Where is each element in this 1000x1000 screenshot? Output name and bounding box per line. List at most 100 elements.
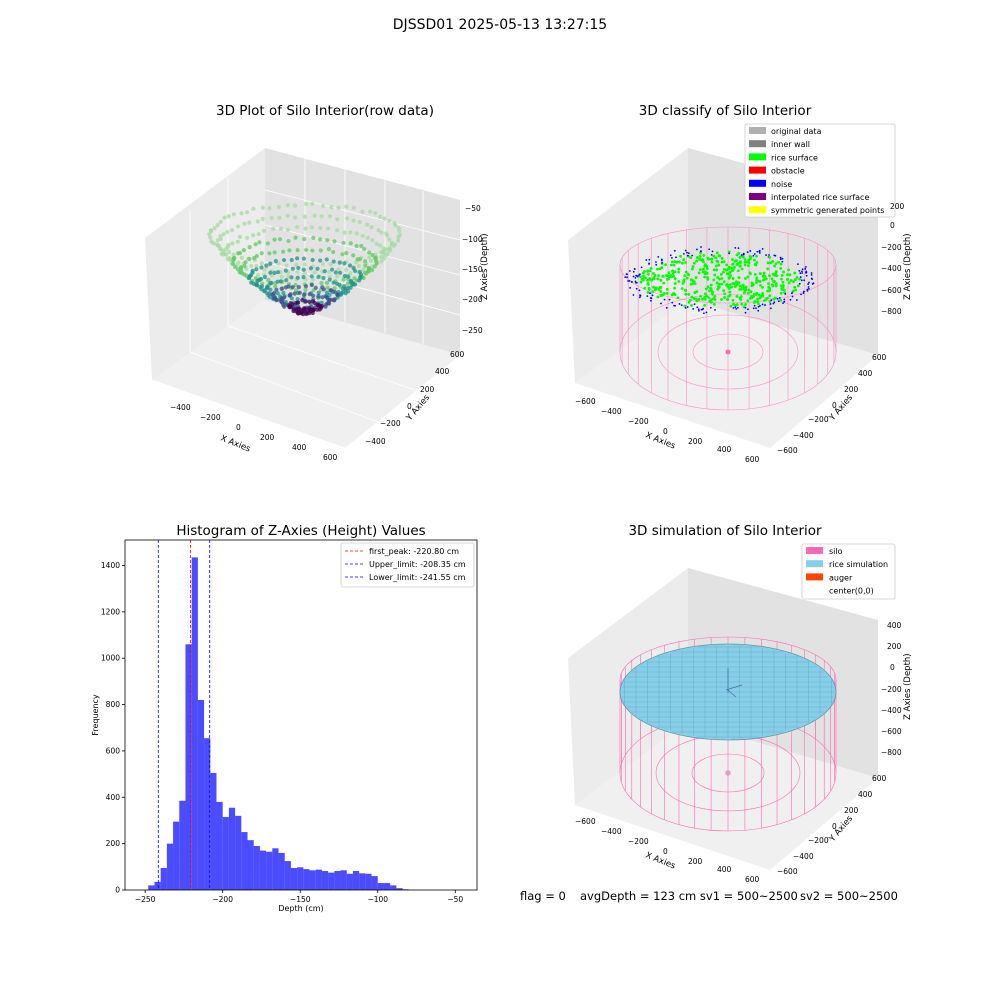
raw-point xyxy=(317,303,323,308)
classify-point xyxy=(794,278,797,281)
raw-point xyxy=(256,231,261,237)
classify-point xyxy=(628,280,631,282)
histogram-bar xyxy=(204,738,211,890)
classify-point xyxy=(747,264,750,267)
raw-point xyxy=(351,218,356,223)
classify-point xyxy=(710,260,714,264)
raw-point xyxy=(327,297,332,303)
classify-ytick: −400 xyxy=(793,431,814,440)
histogram-bar xyxy=(222,816,229,890)
classify-point xyxy=(727,265,731,269)
classify-point xyxy=(761,292,765,295)
raw-point xyxy=(222,215,227,220)
classify-point xyxy=(728,290,732,294)
classify-point xyxy=(635,281,638,284)
raw-point xyxy=(273,284,278,289)
raw-point xyxy=(372,264,377,269)
classify-point xyxy=(718,277,721,281)
classify-point xyxy=(646,272,650,276)
classify-point xyxy=(685,276,689,280)
histogram-bar xyxy=(297,867,304,890)
classify-point xyxy=(728,270,732,274)
classify-point xyxy=(752,254,755,257)
classify-point xyxy=(632,275,635,278)
classify-point xyxy=(788,273,792,277)
classify-point xyxy=(730,285,734,289)
classify-point xyxy=(787,268,790,272)
classify-point xyxy=(752,295,756,298)
classify-ztick: 200 xyxy=(890,202,905,211)
classify-point xyxy=(663,298,666,301)
classify-point xyxy=(629,286,632,289)
classify-point xyxy=(673,286,677,290)
simulation-ztick: −800 xyxy=(881,748,902,757)
classify-point xyxy=(697,298,701,301)
classify-point xyxy=(710,253,713,256)
classify-point xyxy=(784,293,787,295)
classify-point xyxy=(720,298,723,301)
raw-point xyxy=(335,217,340,222)
histogram-bar xyxy=(154,881,161,890)
raw-point xyxy=(319,300,324,305)
simulation-ytick: 0 xyxy=(832,822,837,831)
classify-point xyxy=(661,274,665,278)
raw-point xyxy=(262,267,267,272)
classify-point xyxy=(728,276,732,279)
raw-point xyxy=(302,262,307,267)
classify-point xyxy=(746,275,750,279)
classify-point xyxy=(671,301,674,304)
raw-point xyxy=(372,255,378,261)
simulation-xtick: −200 xyxy=(628,837,649,846)
classify-legend-swatch xyxy=(749,127,766,134)
classify-point xyxy=(798,282,801,285)
raw-point xyxy=(235,224,241,229)
classify-point xyxy=(754,293,758,296)
classify-point xyxy=(697,308,700,311)
classify-point xyxy=(699,251,702,255)
classify-point xyxy=(690,267,694,271)
simulation-auger xyxy=(725,668,743,698)
raw-point xyxy=(315,307,320,312)
classify-point xyxy=(724,268,728,272)
histogram-bar xyxy=(241,832,248,890)
raw-point xyxy=(341,240,346,246)
classify-point xyxy=(769,307,772,310)
classify-point xyxy=(806,288,809,291)
raw-point xyxy=(269,215,274,221)
classify-point xyxy=(771,284,775,288)
histogram-bar xyxy=(352,870,360,890)
classify-point xyxy=(756,300,760,304)
raw-point xyxy=(318,225,323,231)
classify-point xyxy=(691,265,695,268)
raw-point xyxy=(389,240,395,246)
raw-point xyxy=(249,263,254,269)
classify-point xyxy=(740,267,744,271)
histogram-bar xyxy=(321,870,329,890)
raw-point xyxy=(311,235,316,240)
classify-point xyxy=(733,265,736,269)
classify-point xyxy=(770,277,774,281)
raw-point xyxy=(343,286,348,291)
simulation-legend: silo rice simulation auger center(0,0) xyxy=(801,543,896,600)
raw-point xyxy=(302,271,307,276)
raw-point xyxy=(232,264,238,270)
classify-point xyxy=(717,263,721,267)
classify-point xyxy=(774,284,778,288)
raw-point xyxy=(267,206,272,211)
raw-point xyxy=(325,301,330,306)
raw-point xyxy=(307,299,312,304)
raw-point xyxy=(304,247,309,253)
raw-point xyxy=(214,242,220,247)
raw-point xyxy=(304,311,309,317)
raw-point xyxy=(370,238,375,243)
classify-point xyxy=(689,278,693,282)
classify-plot-title: 3D classify of Silo Interior xyxy=(638,103,812,119)
classify-point xyxy=(739,298,743,302)
classify-point xyxy=(665,288,669,291)
histogram-xtick-label: −150 xyxy=(290,895,311,904)
histogram-bar xyxy=(359,873,366,890)
classify-ytick: −200 xyxy=(808,415,829,424)
classify-point xyxy=(756,250,759,253)
classify-point xyxy=(666,278,669,281)
raw-point xyxy=(327,277,332,282)
